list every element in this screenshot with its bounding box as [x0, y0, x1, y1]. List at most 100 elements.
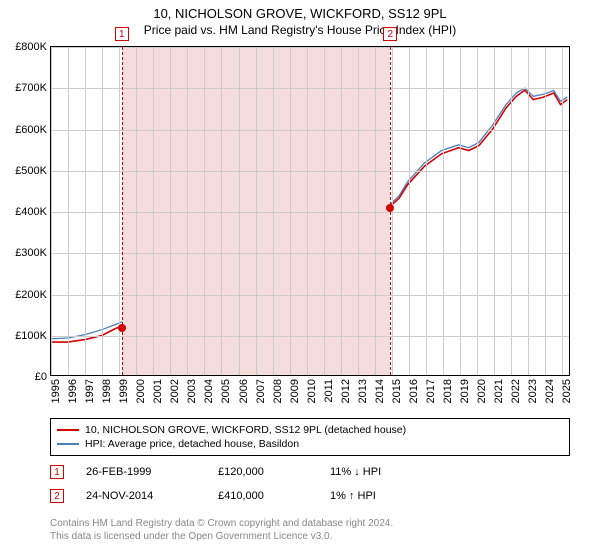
gridline-v	[239, 47, 240, 375]
x-tick-label: 2015	[391, 375, 403, 403]
gridline-v	[290, 47, 291, 375]
y-tick-label: £0	[35, 371, 51, 383]
marker-index-box: 1	[115, 27, 129, 41]
x-tick-label: 2009	[289, 375, 301, 403]
gridline-v	[562, 47, 563, 375]
gridline-v	[358, 47, 359, 375]
marker-index-box: 2	[383, 27, 397, 41]
gridline-v	[545, 47, 546, 375]
x-tick-label: 2001	[152, 375, 164, 403]
x-tick-label: 2011	[323, 375, 335, 403]
transaction-date: 24-NOV-2014	[86, 490, 196, 502]
transaction-price: £410,000	[218, 490, 308, 502]
gridline-v	[221, 47, 222, 375]
gridline-h	[51, 88, 569, 89]
footer-line-2: This data is licensed under the Open Gov…	[50, 531, 332, 542]
y-tick-label: £700K	[15, 82, 51, 94]
gridline-v	[204, 47, 205, 375]
x-tick-label: 2000	[135, 375, 147, 403]
x-tick-label: 1998	[101, 375, 113, 403]
y-tick-label: £100K	[15, 330, 51, 342]
x-tick-label: 2023	[527, 375, 539, 403]
x-tick-label: 2007	[255, 375, 267, 403]
marker-dot	[386, 204, 394, 212]
chart-subtitle: Price paid vs. HM Land Registry's House …	[0, 21, 600, 39]
y-tick-label: £600K	[15, 124, 51, 136]
x-tick-label: 1995	[50, 375, 62, 403]
x-tick-label: 1996	[67, 375, 79, 403]
legend-swatch	[57, 443, 79, 445]
gridline-v	[511, 47, 512, 375]
gridline-v	[102, 47, 103, 375]
x-tick-label: 2004	[203, 375, 215, 403]
gridline-v	[273, 47, 274, 375]
x-tick-label: 2003	[186, 375, 198, 403]
transaction-delta: 1% ↑ HPI	[330, 490, 376, 502]
y-tick-label: £300K	[15, 247, 51, 259]
x-tick-label: 2002	[169, 375, 181, 403]
transaction-price: £120,000	[218, 466, 308, 478]
gridline-h	[51, 212, 569, 213]
y-tick-label: £800K	[15, 41, 51, 53]
x-tick-label: 2021	[493, 375, 505, 403]
gridline-v	[136, 47, 137, 375]
legend-row: 10, NICHOLSON GROVE, WICKFORD, SS12 9PL …	[57, 423, 563, 437]
x-tick-label: 2017	[425, 375, 437, 403]
transaction-row: 1 26-FEB-1999 £120,000 11% ↓ HPI	[50, 465, 381, 479]
x-tick-label: 2016	[408, 375, 420, 403]
transaction-index-box: 2	[50, 489, 64, 503]
x-tick-label: 1999	[118, 375, 130, 403]
legend-label: 10, NICHOLSON GROVE, WICKFORD, SS12 9PL …	[85, 424, 406, 436]
footer-line-1: Contains HM Land Registry data © Crown c…	[50, 518, 393, 529]
x-tick-label: 2018	[442, 375, 454, 403]
gridline-v	[85, 47, 86, 375]
transaction-row: 2 24-NOV-2014 £410,000 1% ↑ HPI	[50, 489, 376, 503]
gridline-v	[477, 47, 478, 375]
x-tick-label: 2025	[561, 375, 573, 403]
x-tick-label: 2008	[272, 375, 284, 403]
x-tick-label: 2013	[357, 375, 369, 403]
gridline-h	[51, 295, 569, 296]
x-tick-label: 2019	[459, 375, 471, 403]
gridline-v	[443, 47, 444, 375]
gridline-v	[153, 47, 154, 375]
gridline-v	[68, 47, 69, 375]
y-tick-label: £500K	[15, 165, 51, 177]
x-tick-label: 1997	[84, 375, 96, 403]
gridline-h	[51, 336, 569, 337]
legend-row: HPI: Average price, detached house, Basi…	[57, 437, 563, 451]
legend-swatch	[57, 429, 79, 431]
x-tick-label: 2012	[340, 375, 352, 403]
gridline-v	[324, 47, 325, 375]
gridline-h	[51, 253, 569, 254]
gridline-v	[51, 47, 52, 375]
x-tick-label: 2020	[476, 375, 488, 403]
gridline-h	[51, 47, 569, 48]
gridline-v	[409, 47, 410, 375]
x-tick-label: 2014	[374, 375, 386, 403]
marker-dot	[118, 324, 126, 332]
x-tick-label: 2010	[306, 375, 318, 403]
gridline-v	[460, 47, 461, 375]
gridline-v	[375, 47, 376, 375]
gridline-v	[528, 47, 529, 375]
transaction-date: 26-FEB-1999	[86, 466, 196, 478]
y-tick-label: £400K	[15, 206, 51, 218]
gridline-v	[494, 47, 495, 375]
chart-title: 10, NICHOLSON GROVE, WICKFORD, SS12 9PL	[0, 0, 600, 21]
y-tick-label: £200K	[15, 289, 51, 301]
gridline-v	[307, 47, 308, 375]
chart-legend: 10, NICHOLSON GROVE, WICKFORD, SS12 9PL …	[50, 418, 570, 456]
line-chart: £0£100K£200K£300K£400K£500K£600K£700K£80…	[50, 46, 570, 376]
x-tick-label: 2005	[220, 375, 232, 403]
transaction-delta: 11% ↓ HPI	[330, 466, 381, 478]
legend-label: HPI: Average price, detached house, Basi…	[85, 438, 299, 450]
x-tick-label: 2024	[544, 375, 556, 403]
gridline-v	[426, 47, 427, 375]
transaction-index-box: 1	[50, 465, 64, 479]
x-tick-label: 2022	[510, 375, 522, 403]
gridline-h	[51, 130, 569, 131]
gridline-v	[170, 47, 171, 375]
gridline-v	[187, 47, 188, 375]
gridline-v	[256, 47, 257, 375]
